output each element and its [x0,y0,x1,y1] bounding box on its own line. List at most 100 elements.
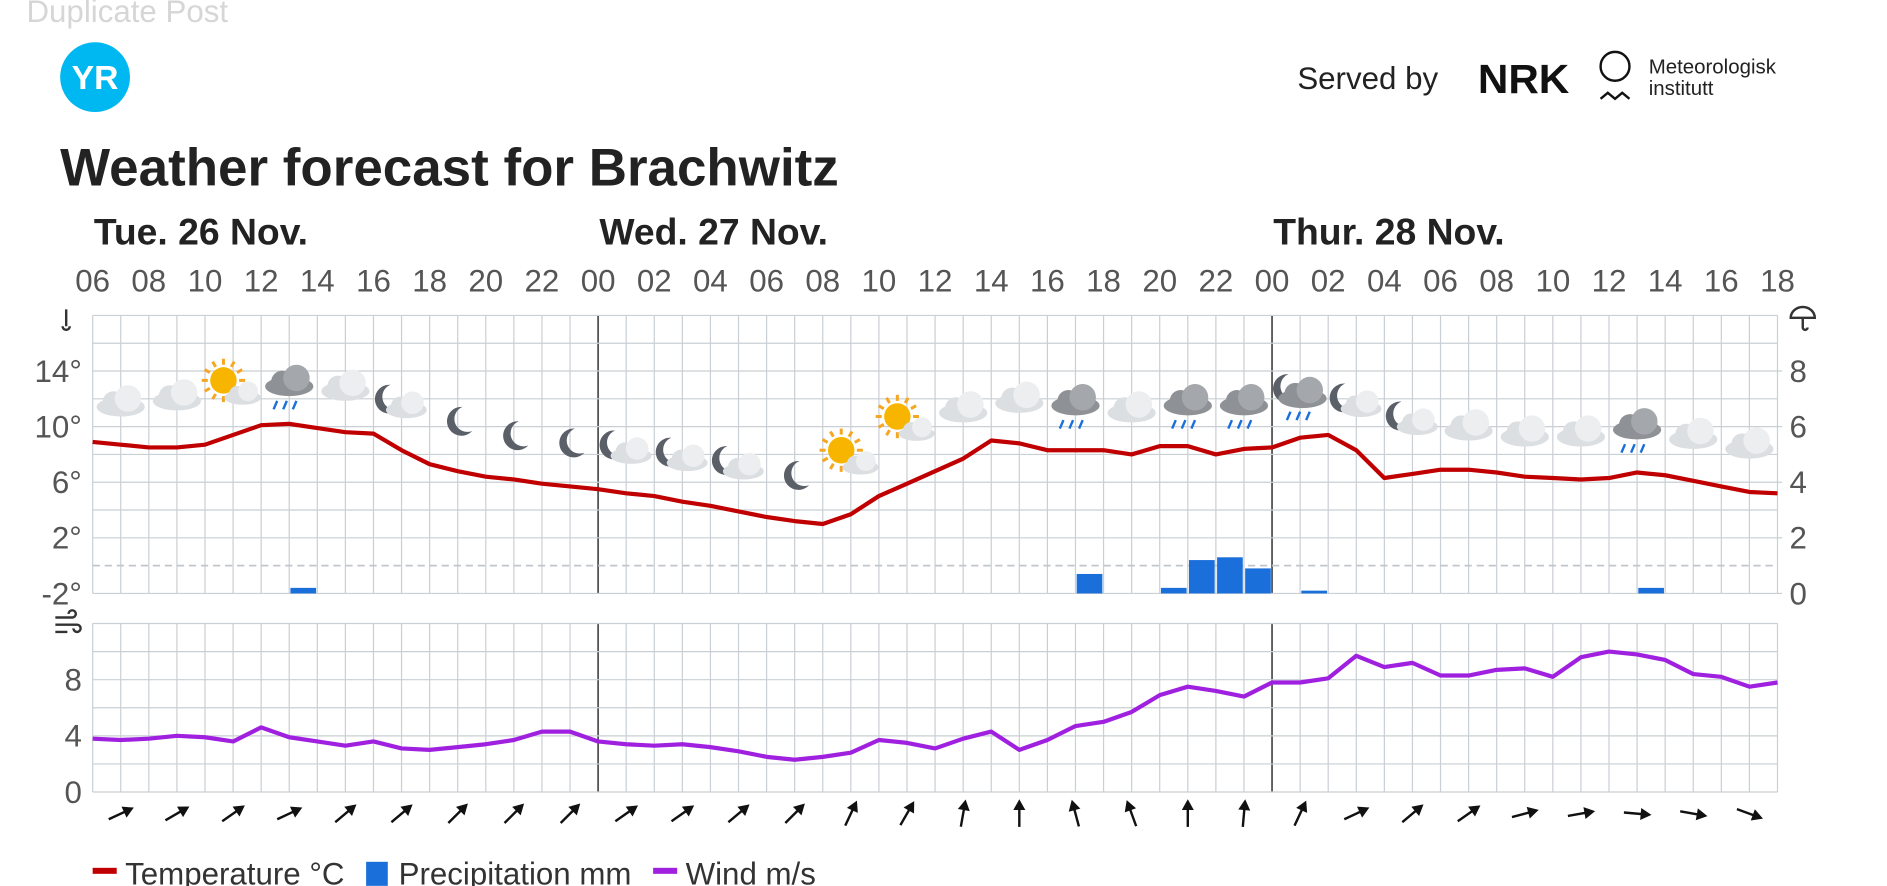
wind-arrow [1068,799,1081,827]
y-tick-label: 10° [35,409,82,444]
weather-symbol [374,384,427,419]
day-label: Tue. 26 Nov. [94,210,308,252]
x-tick-label: 02 [637,263,672,298]
wind-arrow [1181,799,1194,827]
weather-symbol [1556,415,1605,447]
wind-arrow-head [1013,799,1026,811]
cloud [1743,427,1770,454]
sun-ray [829,463,835,470]
yr-logo [60,42,130,113]
weather-symbol [1329,383,1382,417]
wind-arrow-head [1124,800,1137,813]
cloud [1013,381,1040,409]
rain [1058,419,1065,430]
x-tick-label: 22 [525,263,560,298]
wind-arrow [1567,807,1596,819]
x-tick-label: 20 [1142,263,1177,298]
wind-arrow [957,799,970,827]
wind-arrow [1679,808,1708,821]
nrk-logo: NRK [1478,56,1570,102]
rain [1236,419,1243,430]
rain [1068,419,1075,430]
x-tick-label: 10 [862,263,897,298]
wind-arrow [559,803,581,824]
served-by: Served by [1297,61,1438,96]
x-tick-label: 00 [581,263,616,298]
y-tick-label: 2° [52,521,82,556]
wind-arrow-head [400,804,413,816]
x-tick-label: 16 [1704,263,1739,298]
met-logo-wave [1599,91,1631,101]
cloud [1631,408,1658,435]
cloud [238,381,259,402]
rain [1629,443,1636,454]
moon [655,437,681,467]
moon [503,421,529,451]
cloud [1412,408,1435,431]
moon [783,461,810,490]
wind-arrow-head [1583,807,1596,819]
sun [210,367,237,394]
wind-arrow-head [903,801,915,814]
rain [1190,419,1197,430]
precipitation-bar [1189,560,1215,594]
wind-arrow [1343,806,1370,821]
x-tick-label: 14 [974,263,1009,298]
x-tick-label: 06 [1423,263,1458,298]
cloud [1237,384,1265,411]
sun-ray [236,368,243,374]
line [92,421,1778,527]
legend-label: Temperature °C [125,857,344,886]
weather-symbol [711,446,764,480]
sun-ray [847,430,854,438]
precipitation-bar [1638,587,1664,594]
y-tick-label: 0 [64,775,81,810]
wind-arrow-head [846,800,858,813]
precipitation-bar [1076,573,1103,594]
precipitation-bar [1245,568,1271,594]
weather-symbol [503,421,529,451]
wind-arrow-head [1750,809,1763,821]
wind-arrow-head [1695,808,1708,821]
cloud [1125,391,1153,418]
y2-tick-label: 4 [1790,465,1807,500]
wind-arrow [108,806,134,821]
sun-ray [854,438,861,444]
cloud [1181,384,1209,411]
cloud [1296,376,1323,404]
wind-arrow-head [1238,799,1251,811]
x-tick-label: 16 [1030,263,1065,298]
grid [92,314,1779,793]
thermometer-icon [61,309,72,332]
wind-arrow-head [1357,806,1370,818]
wind-arrow [1013,799,1026,827]
precipitation-bar [1160,587,1187,594]
wind-arrow [1293,800,1308,827]
wind-arrow [276,806,303,821]
weather-symbol [1613,408,1662,454]
precipitation-bar [1217,557,1243,594]
cloud [1518,415,1546,442]
weather-symbol [446,406,473,436]
moon [1385,401,1411,431]
weather-symbol [1107,391,1156,423]
moon [559,428,585,458]
weather-symbol [939,391,988,423]
x-tick-label: 08 [131,263,166,298]
y-tick-label: 8 [64,663,81,698]
wind-arrow-head [792,803,805,816]
weather-symbol [599,430,652,464]
weather-symbol [559,428,585,458]
top-text: Duplicate Post [26,0,228,29]
sun-ray [821,438,829,444]
x-tick-label: 18 [1760,263,1795,298]
rain [1285,411,1292,421]
weather-symbol [1385,401,1438,435]
wind-arrow-head [957,799,970,812]
line [92,649,1778,762]
weather-symbol [201,358,261,405]
sun-ray [203,386,211,393]
wind-arrow [447,803,468,824]
moon [711,446,738,475]
cloud [401,391,424,415]
